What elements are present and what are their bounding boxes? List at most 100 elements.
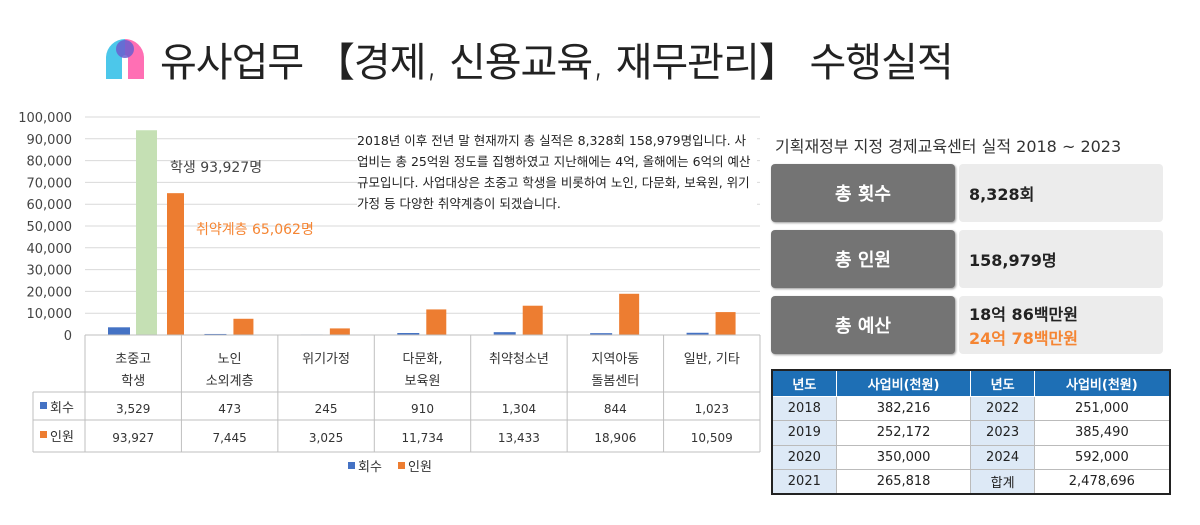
category-label: 취약청소년 <box>489 352 549 367</box>
data-table-value: 11,734 <box>402 431 444 445</box>
y-tick-label: 20,000 <box>27 285 73 300</box>
legend-key <box>40 431 47 438</box>
stat-value: 18억 86백만원 <box>969 305 1078 324</box>
panel-title: 기획재정부 지정 경제교육센터 실적 2018 ~ 2023 <box>775 137 1122 156</box>
table-cell: 2020 <box>771 444 837 470</box>
data-table-value: 1,304 <box>502 402 536 416</box>
logo-icon <box>106 38 144 79</box>
table-cell: 592,000 <box>1033 444 1171 470</box>
table-cell: 2023 <box>970 420 1035 446</box>
legend-key <box>40 402 47 409</box>
category-label: 돌봄센터 <box>591 374 639 389</box>
y-tick-label: 100,000 <box>18 111 72 126</box>
table-cell: 382,216 <box>835 395 972 421</box>
category-label: 초중고 <box>115 352 151 367</box>
y-tick-label: 90,000 <box>27 133 73 148</box>
y-tick-label: 80,000 <box>27 155 73 170</box>
page-header: 유사업무 【경제, 신용교육, 재무관리】 수행실적 <box>104 30 954 88</box>
y-tick-label: 30,000 <box>27 264 73 279</box>
y-tick-label: 70,000 <box>27 176 73 191</box>
bar-people <box>167 193 184 335</box>
data-table-value: 18,906 <box>594 431 636 445</box>
bar-count <box>397 333 420 335</box>
y-tick-label: 0 <box>64 329 72 344</box>
bar-people <box>715 312 736 335</box>
bar-people <box>619 293 640 335</box>
table-cell: 251,000 <box>1033 395 1171 421</box>
table-cell: 2021 <box>771 469 837 495</box>
data-table-value: 910 <box>411 402 434 416</box>
table-cell: 350,000 <box>835 444 972 470</box>
category-label: 보육원 <box>405 374 441 389</box>
col-header: 사업비(천원) <box>835 369 972 397</box>
data-table-value: 1,023 <box>695 402 729 416</box>
y-tick-label: 10,000 <box>27 307 73 322</box>
data-table-value: 13,433 <box>498 431 540 445</box>
table-cell: 2019 <box>771 420 837 446</box>
data-table-value: 245 <box>315 402 338 416</box>
category-label: 노인 <box>218 352 242 367</box>
bar-count <box>493 332 516 335</box>
bar-highlight-students <box>136 130 157 335</box>
legend-swatch <box>398 462 405 469</box>
data-table-value: 7,445 <box>212 431 246 445</box>
table-row: 2021 265,818 합계 2,478,696 <box>771 469 1171 495</box>
bar-count <box>686 332 709 335</box>
stat-value: 158,979명 <box>969 251 1057 270</box>
category-label: 학생 <box>121 374 145 389</box>
bar-people <box>233 318 254 335</box>
table-cell: 2018 <box>771 395 837 421</box>
table-cell: 2024 <box>970 444 1035 470</box>
col-header: 년도 <box>970 369 1035 397</box>
stat-total-count: 총 횟수 8,328회 <box>771 164 1163 222</box>
category-label: 소외계층 <box>206 374 254 389</box>
category-label: 일반, 기타 <box>684 352 740 367</box>
stat-total-budget: 총 예산 18억 86백만원 24억 78백만원 <box>771 296 1163 354</box>
table-row: 2018 382,216 2022 251,000 <box>771 395 1171 421</box>
data-table-value: 93,927 <box>112 431 154 445</box>
col-header: 사업비(천원) <box>1033 369 1171 397</box>
table-row: 2019 252,172 2023 385,490 <box>771 420 1171 446</box>
data-table-value: 844 <box>604 402 627 416</box>
category-label: 지역아동 <box>591 352 639 367</box>
y-tick-label: 60,000 <box>27 198 73 213</box>
data-table-value: 3,529 <box>116 402 150 416</box>
data-table-value: 473 <box>218 402 241 416</box>
bar-count <box>108 327 130 335</box>
legend-label: 인원 <box>408 460 432 475</box>
annotation-vulnerable: 취약계층 65,062명 <box>196 222 314 238</box>
summary-note: 2018년 이후 전년 말 현재까지 총 실적은 8,328회 158,979명… <box>357 130 757 214</box>
y-tick-label: 40,000 <box>27 242 73 257</box>
bar-count <box>204 333 227 335</box>
stat-value-2: 24억 78백만원 <box>969 329 1078 348</box>
series-label: 회수 <box>50 401 74 416</box>
table-cell: 252,172 <box>835 420 972 446</box>
table-cell: 2,478,696 <box>1033 469 1171 495</box>
bar-people <box>522 305 543 335</box>
data-table-value: 10,509 <box>691 431 733 445</box>
table-cell: 2022 <box>970 395 1035 421</box>
stat-label: 총 예산 <box>771 296 955 354</box>
y-tick-label: 50,000 <box>27 220 73 235</box>
stat-total-people: 총 인원 158,979명 <box>771 230 1163 288</box>
page-title: 유사업무 【경제, 신용교육, 재무관리】 수행실적 <box>160 40 954 86</box>
bar-count <box>590 333 613 335</box>
legend-label: 회수 <box>358 460 382 475</box>
stat-label: 총 인원 <box>771 230 955 288</box>
data-table-value: 3,025 <box>309 431 343 445</box>
table-cell: 265,818 <box>835 469 972 495</box>
table-row: 2020 350,000 2024 592,000 <box>771 444 1171 470</box>
bar-chart: 0 10,000 20,000 30,000 40,000 50,000 60,000 70,… <box>18 111 761 475</box>
series-label: 인원 <box>50 430 74 445</box>
stat-value: 8,328회 <box>969 185 1035 204</box>
bar-people <box>426 309 447 335</box>
budget-table: 년도 사업비(천원) 년도 사업비(천원) 2018 382,216 2022 251… <box>771 369 1171 495</box>
table-cell: 합계 <box>970 469 1035 495</box>
bar-people <box>329 328 350 335</box>
category-label: 다문화, <box>402 352 442 367</box>
stat-label: 총 횟수 <box>771 164 955 222</box>
table-cell: 385,490 <box>1033 420 1171 446</box>
annotation-students: 학생 93,927명 <box>170 160 262 176</box>
legend-swatch <box>348 462 355 469</box>
category-label: 위기가정 <box>302 352 350 367</box>
